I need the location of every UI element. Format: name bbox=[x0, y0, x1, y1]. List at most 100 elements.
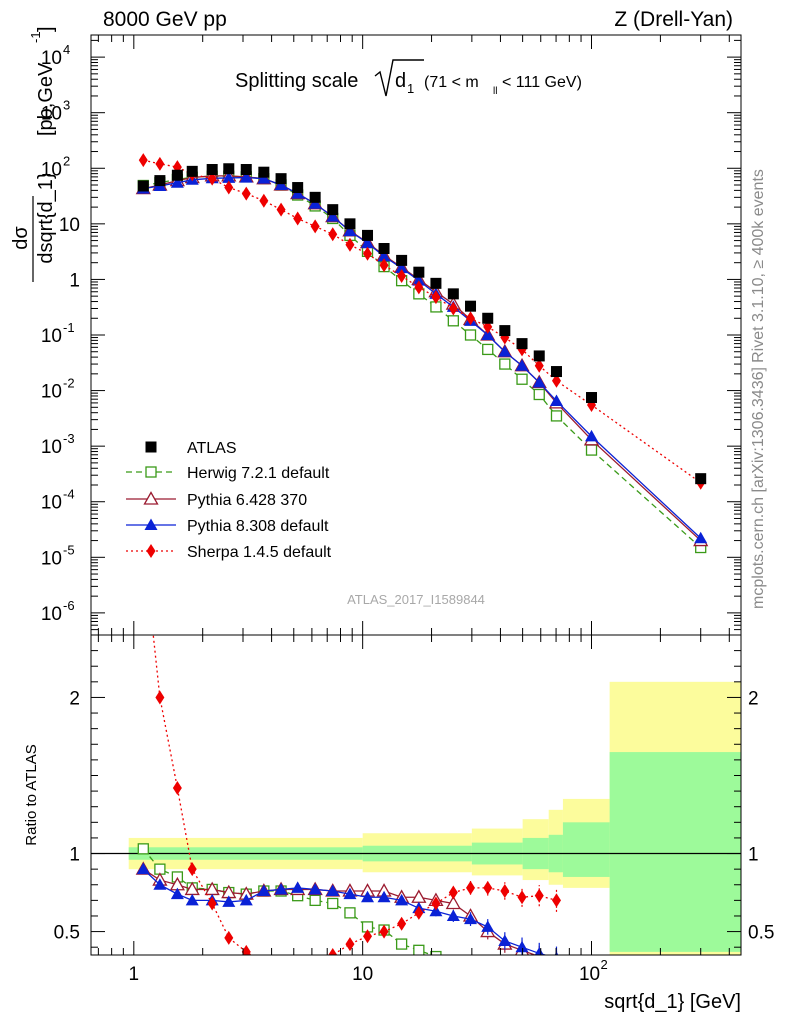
main-point-atlas bbox=[171, 169, 183, 181]
main-point-atlas bbox=[186, 165, 198, 177]
x-tick-exp: 2 bbox=[601, 957, 608, 972]
main-title-prefix: Splitting scale bbox=[235, 70, 358, 92]
main-point-sherpa bbox=[293, 211, 303, 226]
main-point-atlas bbox=[396, 254, 408, 266]
ratio-point-sherpa bbox=[379, 924, 389, 939]
main-y-tick-exp: -1 bbox=[63, 320, 75, 335]
legend-item-pythia8: Pythia 8.308 default bbox=[126, 518, 329, 535]
main-point-atlas bbox=[695, 473, 707, 485]
main-point-pythia8 bbox=[532, 375, 546, 388]
legend-label-atlas: ATLAS bbox=[187, 440, 237, 457]
main-y-tick-label: 10 bbox=[41, 493, 62, 514]
main-series-pythia8 bbox=[136, 171, 708, 544]
main-point-herwig bbox=[482, 343, 494, 356]
main-y-tick-label: 1 bbox=[69, 270, 80, 291]
main-point-herwig bbox=[499, 358, 511, 370]
main-point-sherpa bbox=[397, 269, 407, 284]
main-point-pythia8 bbox=[377, 249, 391, 262]
ratio-point-sherpa bbox=[500, 884, 510, 898]
ratio-point-pythia8 bbox=[429, 904, 443, 917]
main-y-tick-label: 10 bbox=[41, 326, 62, 347]
legend-label-pythia6: Pythia 6.428 370 bbox=[187, 492, 307, 509]
legend-label-herwig: Herwig 7.2.1 default bbox=[187, 465, 330, 482]
main-point-pythia8 bbox=[257, 172, 271, 184]
main-point-pythia8 bbox=[412, 274, 426, 286]
main-title-radicand-sub: 1 bbox=[407, 81, 414, 96]
ratio-point-sherpa bbox=[345, 937, 355, 952]
ratio-point-sherpa bbox=[311, 956, 320, 970]
ratio-point-pythia8 bbox=[343, 887, 357, 900]
main-point-herwig bbox=[533, 388, 545, 401]
sqrt-symbol bbox=[374, 59, 424, 97]
main-y-tick-label: 10 bbox=[41, 159, 62, 180]
main-y-axis-label: dσ dsqrt{d_1} [pb,GeV -1 ] bbox=[10, 26, 57, 282]
x-axis-label: sqrt{d_1} [GeV] bbox=[604, 991, 741, 1013]
main-title: Splitting scale d 1 (71 < m ll < 111 GeV… bbox=[235, 59, 582, 97]
main-point-sherpa bbox=[414, 280, 424, 295]
main-point-atlas bbox=[344, 218, 356, 230]
main-y-tick-label: 10 bbox=[59, 215, 80, 236]
rivet-version-label: Rivet 3.1.10, ≥ 400k events bbox=[750, 169, 767, 363]
ratio-point-pythia6 bbox=[445, 895, 461, 910]
legend-item-atlas: ATLAS bbox=[145, 440, 237, 457]
main-point-atlas bbox=[258, 166, 270, 178]
main-point-atlas bbox=[413, 266, 425, 278]
ratio-y-tick-label-left: 0.5 bbox=[54, 923, 80, 944]
main-y-tick-exp: -5 bbox=[63, 542, 75, 557]
legend-marker-pythia8 bbox=[144, 518, 158, 530]
main-point-sherpa bbox=[466, 311, 476, 326]
main-point-pythia8 bbox=[326, 210, 340, 222]
legend-marker-herwig bbox=[145, 466, 157, 478]
ratio-point-herwig bbox=[448, 956, 458, 966]
main-y-tick-exp: -6 bbox=[63, 598, 75, 613]
main-series-atlas bbox=[137, 163, 707, 485]
main-point-sherpa bbox=[259, 193, 269, 208]
main-point-pythia8 bbox=[343, 224, 357, 237]
ratio-point-pythia8 bbox=[257, 884, 271, 896]
main-point-pythia8 bbox=[395, 261, 409, 274]
ratio-point-sherpa bbox=[397, 916, 407, 931]
analysis-watermark: ATLAS_2017_I1589844 bbox=[347, 592, 485, 607]
main-y-tick-exp: -4 bbox=[63, 487, 75, 502]
main-line-pythia6 bbox=[143, 175, 702, 542]
main-axis-ticks bbox=[91, 35, 741, 636]
main-point-sherpa bbox=[448, 301, 458, 316]
ratio-point-pythia8 bbox=[222, 895, 236, 907]
main-title-cut-close: < 111 GeV) bbox=[502, 74, 582, 91]
ratio-point-sherpa bbox=[483, 880, 493, 895]
main-point-pythia8 bbox=[308, 197, 322, 209]
ratio-point-herwig bbox=[430, 950, 442, 955]
main-point-pythia8 bbox=[481, 328, 495, 340]
main-point-atlas bbox=[154, 175, 166, 187]
x-tick-label: 10 bbox=[579, 964, 600, 985]
main-point-atlas bbox=[378, 243, 390, 255]
main-point-atlas bbox=[533, 350, 545, 362]
ratio-point-pythia8 bbox=[153, 878, 167, 890]
main-y-tick-exp: -2 bbox=[63, 376, 75, 391]
main-point-herwig bbox=[447, 315, 459, 327]
ratio-point-pythia8 bbox=[308, 882, 322, 895]
ratio-axis-ticks bbox=[91, 635, 741, 955]
main-point-atlas bbox=[362, 229, 374, 241]
x-tick-labels: 1 10 10 2 bbox=[129, 957, 608, 985]
main-series-pythia6 bbox=[135, 168, 709, 547]
main-y-tick-label: 10 bbox=[41, 382, 62, 403]
main-point-herwig bbox=[464, 329, 477, 341]
ratio-point-sherpa bbox=[328, 948, 338, 955]
main-point-herwig bbox=[550, 410, 563, 422]
main-point-atlas bbox=[465, 300, 477, 312]
main-point-atlas bbox=[275, 173, 287, 185]
x-tick-label: 1 bbox=[129, 964, 140, 985]
main-point-atlas bbox=[516, 338, 528, 350]
ratio-y-tick-label-right: 0.5 bbox=[748, 923, 774, 944]
main-point-atlas bbox=[550, 366, 562, 378]
main-point-sherpa bbox=[363, 246, 373, 261]
main-y-tick-exp: 3 bbox=[63, 98, 70, 113]
ratio-point-sherpa bbox=[448, 885, 458, 900]
main-point-atlas bbox=[327, 204, 339, 216]
ratio-y-axis-label: Ratio to ATLAS bbox=[23, 744, 40, 845]
y-label-denominator: dsqrt{d_1} bbox=[35, 172, 57, 264]
ratio-point-pythia8 bbox=[361, 890, 375, 903]
